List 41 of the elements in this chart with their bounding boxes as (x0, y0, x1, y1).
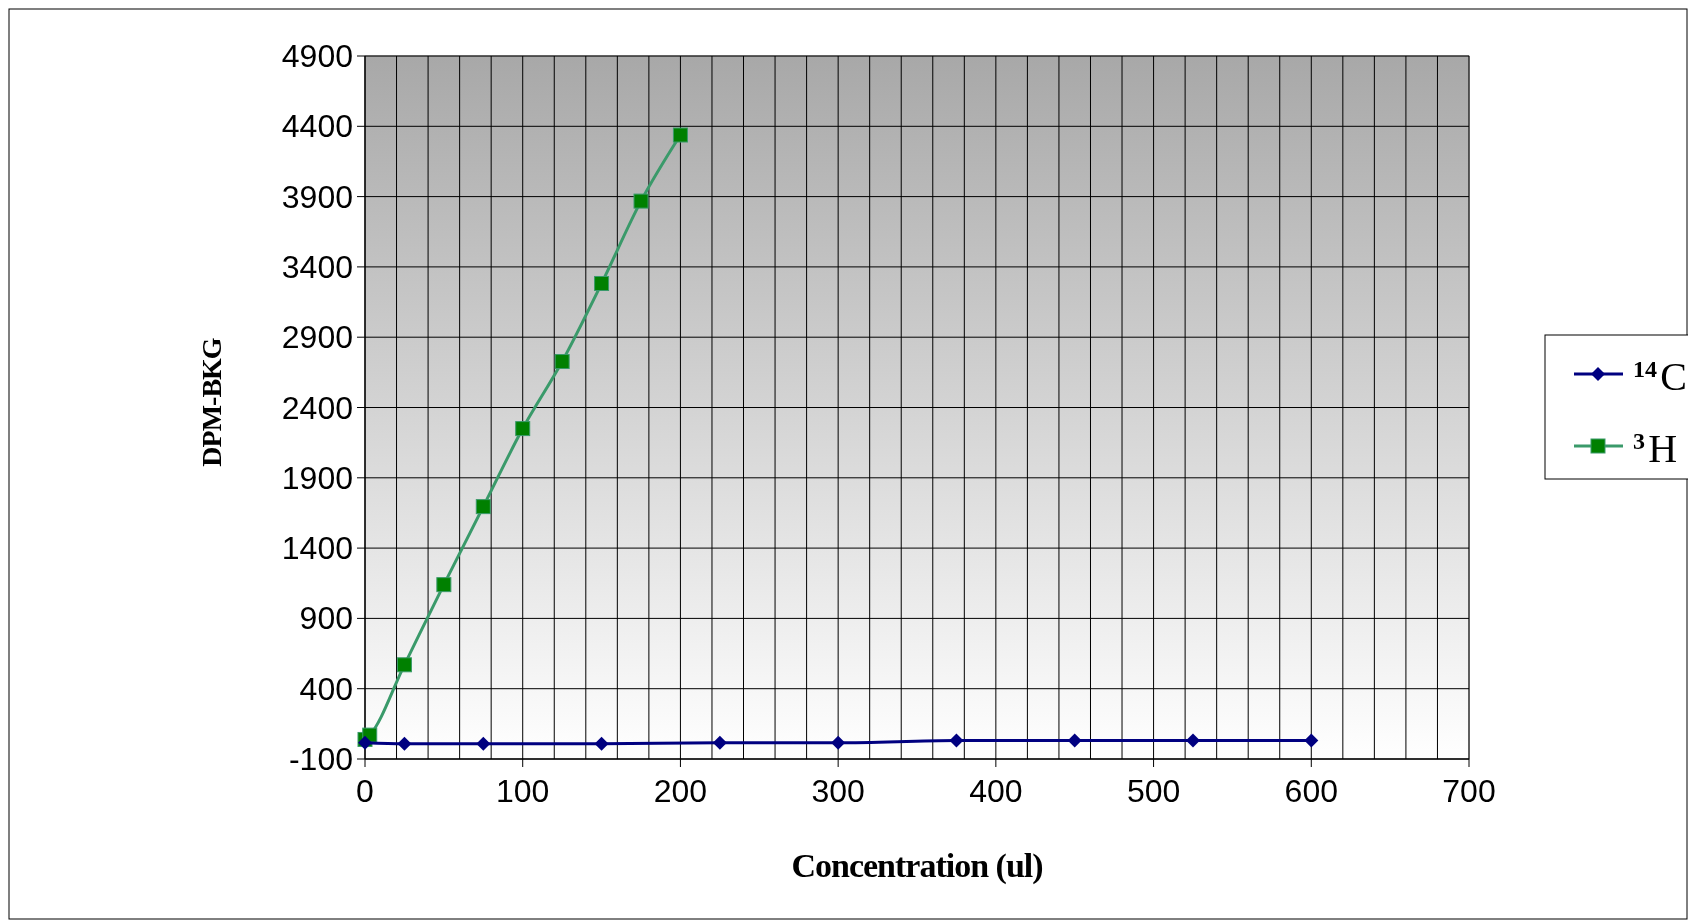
y-tick-label: -100 (288, 741, 353, 777)
y-tick-label: 400 (299, 670, 353, 707)
point (594, 736, 609, 751)
point (594, 275, 610, 291)
x-axis-title: Concentration (ul) (791, 847, 1043, 885)
y-tick-label: 4400 (281, 108, 353, 145)
x-tick-label: 700 (1442, 773, 1496, 809)
legend-label: $^{3}$H (1633, 426, 1678, 471)
legend-label: $^{14}$C (1633, 354, 1688, 399)
point (1067, 733, 1082, 748)
y-tick-label: 1400 (281, 530, 353, 567)
y-tick-label: 2400 (281, 389, 353, 426)
point (633, 193, 649, 209)
y-axis-title: DPM-BKG (196, 337, 227, 467)
x-tick-label: 0 (356, 773, 374, 809)
y-tick-label: 1900 (281, 459, 353, 496)
point (1186, 733, 1200, 748)
point (397, 736, 412, 751)
y-tick-label: 4900 (281, 38, 353, 74)
point (358, 735, 372, 750)
point (949, 733, 964, 748)
point (396, 657, 412, 673)
x-tick-label: 500 (1126, 773, 1181, 809)
point (712, 735, 727, 750)
y-tick-label: 3400 (281, 248, 353, 285)
x-tick-label: 200 (653, 773, 708, 809)
point (831, 735, 846, 750)
x-tick-label: 300 (811, 773, 865, 809)
point (672, 127, 688, 143)
y-tick-label: 900 (299, 600, 353, 637)
point (554, 354, 570, 370)
point (1304, 733, 1319, 748)
point (475, 499, 491, 515)
x-tick-label: 600 (1284, 773, 1338, 809)
x-tick-label: 400 (969, 773, 1023, 809)
point (476, 736, 491, 751)
point (515, 421, 531, 437)
y-tick-label: 2900 (281, 319, 353, 356)
x-tick-label: 100 (496, 773, 550, 809)
y-tick-label: 3900 (281, 178, 353, 215)
point (436, 577, 452, 593)
